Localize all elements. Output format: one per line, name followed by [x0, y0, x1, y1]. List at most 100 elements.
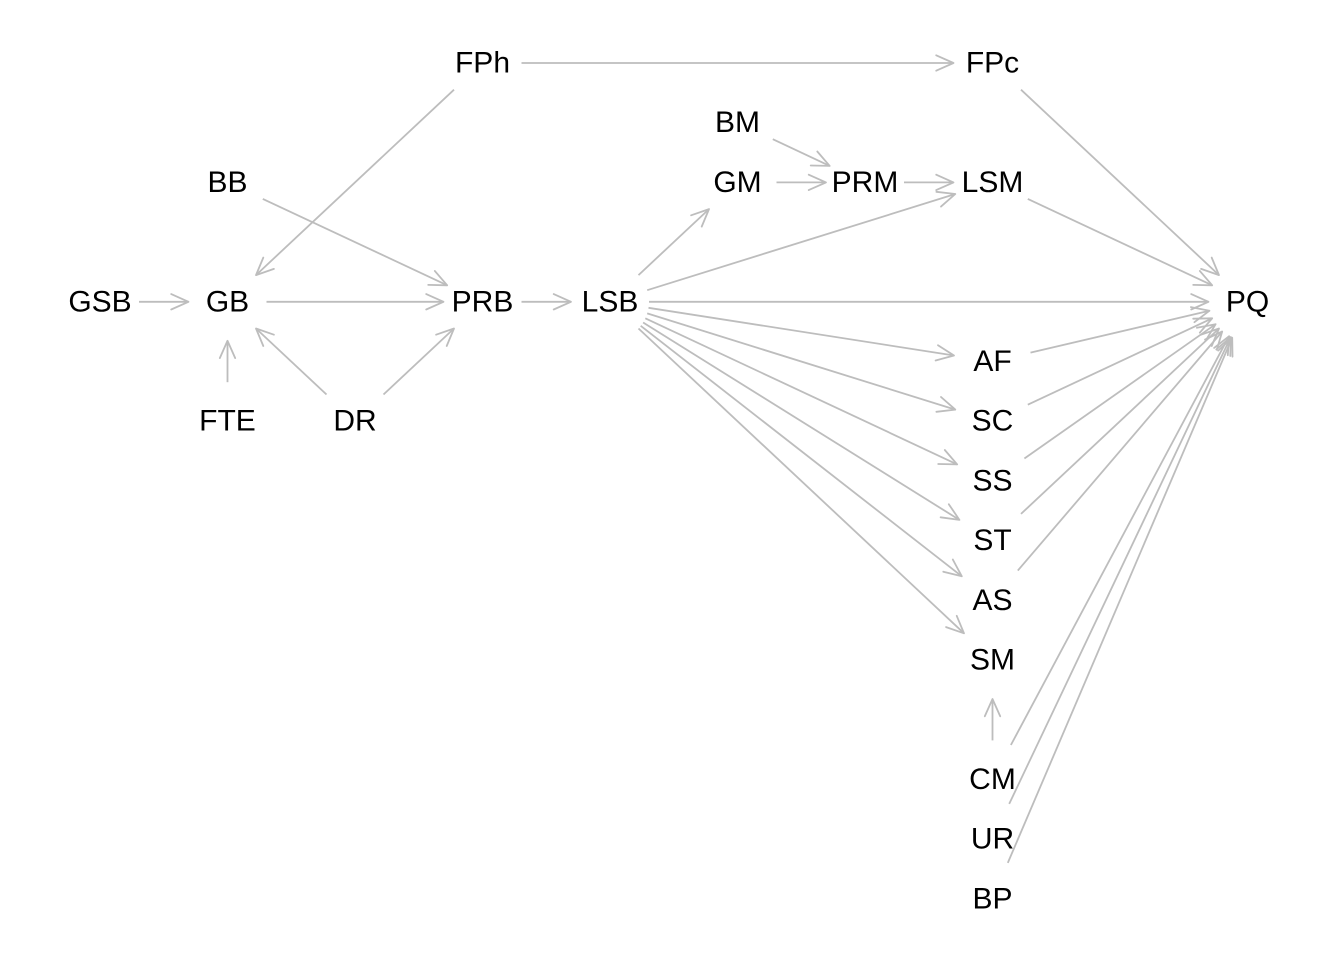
node-pq: PQ	[1226, 285, 1269, 318]
arrowhead-icon	[934, 344, 955, 362]
arrowhead-icon	[218, 339, 237, 359]
edge-fte-to-gb	[218, 339, 237, 383]
edge-line	[642, 321, 960, 521]
node-as: AS	[972, 584, 1012, 617]
arrowhead-icon	[1196, 323, 1217, 342]
edge-lsb-to-sc	[646, 312, 957, 413]
edge-sc-to-pq	[1027, 317, 1214, 406]
edge-st-to-pq	[1020, 327, 1220, 515]
arrowhead-icon	[935, 173, 955, 191]
edge-line	[1017, 330, 1223, 572]
arrowhead-icon	[935, 54, 955, 72]
edge-cm-to-sm	[983, 698, 1002, 741]
arrowhead-icon	[170, 293, 190, 311]
arrowhead-icon	[937, 449, 959, 466]
nodes-layer: FPh FPc BM GM PRM LSM BB GSB GB PRB LSB PQ FTE DR AF SC…	[68, 47, 1269, 916]
edge-fpc-to-pq	[1020, 89, 1220, 276]
edge-line	[255, 327, 328, 396]
edge-line	[255, 89, 455, 276]
edge-lsb-to-lsm	[646, 190, 957, 292]
node-af: AF	[973, 345, 1011, 378]
node-prm: PRM	[832, 166, 899, 199]
arrowhead-icon	[435, 327, 455, 347]
edge-prm-to-lsm	[904, 173, 955, 191]
arrowhead-icon	[945, 614, 965, 635]
edge-as-to-pq	[1017, 330, 1224, 572]
edge-line	[772, 138, 831, 167]
node-ss: SS	[972, 464, 1012, 497]
arrowhead-icon	[427, 270, 449, 287]
node-gsb: GSB	[68, 285, 131, 318]
edge-line	[382, 327, 455, 396]
edge-line	[646, 312, 956, 411]
edge-ur-to-pq	[1008, 336, 1232, 805]
edge-dr-to-gb	[255, 327, 328, 396]
edge-bb-to-prb	[262, 198, 449, 287]
edge-fph-to-gb	[255, 89, 455, 276]
node-lsb: LSB	[582, 285, 639, 318]
arrowhead-icon	[1192, 317, 1214, 334]
node-gb: GB	[206, 285, 249, 318]
edge-lsb-to-ss	[644, 317, 959, 466]
edge-line	[648, 306, 955, 357]
edge-gb-to-prb	[266, 293, 445, 311]
edge-line	[1006, 337, 1234, 864]
edge-line	[1020, 89, 1220, 276]
arrowhead-icon	[255, 327, 275, 347]
arrowhead-icon	[255, 256, 275, 276]
edge-gsb-to-gb	[139, 293, 190, 311]
arrowhead-icon	[807, 173, 827, 191]
edge-line	[1027, 198, 1213, 287]
node-sm: SM	[970, 644, 1015, 677]
node-lsm: LSM	[962, 166, 1024, 199]
arrowhead-icon	[1190, 293, 1210, 311]
edge-line	[262, 198, 448, 287]
node-st: ST	[973, 524, 1011, 557]
edge-bm-to-prm	[772, 138, 831, 167]
edge-line	[1027, 317, 1213, 406]
arrowhead-icon	[552, 293, 572, 311]
edge-gm-to-prm	[776, 173, 827, 191]
arrowhead-icon	[809, 150, 831, 167]
edge-lsb-to-pq	[649, 293, 1210, 311]
edge-line	[640, 325, 963, 578]
node-fph: FPh	[455, 47, 510, 80]
edge-fph-to-fpc	[521, 54, 955, 72]
edge-bp-to-pq	[1006, 336, 1234, 864]
edges-layer	[139, 54, 1234, 864]
edge-lsb-to-af	[648, 306, 955, 362]
arrowhead-icon	[942, 558, 963, 578]
edge-lsb-to-sm	[637, 327, 965, 635]
edge-line	[1010, 335, 1230, 746]
node-fte: FTE	[199, 405, 256, 438]
node-dr: DR	[333, 405, 376, 438]
edge-line	[1008, 336, 1232, 805]
arrowhead-icon	[690, 208, 710, 228]
arrowhead-icon	[1217, 336, 1234, 358]
arrowhead-icon	[1200, 256, 1220, 276]
node-gm: GM	[713, 166, 761, 199]
edge-dr-to-prb	[382, 327, 455, 396]
node-bb: BB	[207, 166, 247, 199]
node-sc: SC	[972, 405, 1014, 438]
edge-line	[637, 208, 710, 276]
node-cm: CM	[969, 763, 1016, 796]
arrowhead-icon	[1215, 336, 1232, 357]
edge-line	[1020, 327, 1220, 515]
node-fpc: FPc	[966, 47, 1019, 80]
arrowhead-icon	[935, 190, 957, 208]
arrowhead-icon	[1192, 270, 1214, 287]
edge-lsb-to-st	[642, 321, 961, 521]
edge-prb-to-lsb	[521, 293, 572, 311]
node-bm: BM	[715, 106, 760, 139]
arrowhead-icon	[935, 396, 957, 413]
edge-lsb-to-gm	[637, 208, 710, 276]
edge-line	[637, 327, 965, 634]
edge-af-to-pq	[1030, 306, 1211, 354]
node-bp: BP	[972, 882, 1012, 915]
edge-ss-to-pq	[1023, 323, 1217, 460]
node-prb: PRB	[452, 285, 514, 318]
edge-line	[646, 193, 956, 292]
edge-line	[1030, 309, 1210, 354]
